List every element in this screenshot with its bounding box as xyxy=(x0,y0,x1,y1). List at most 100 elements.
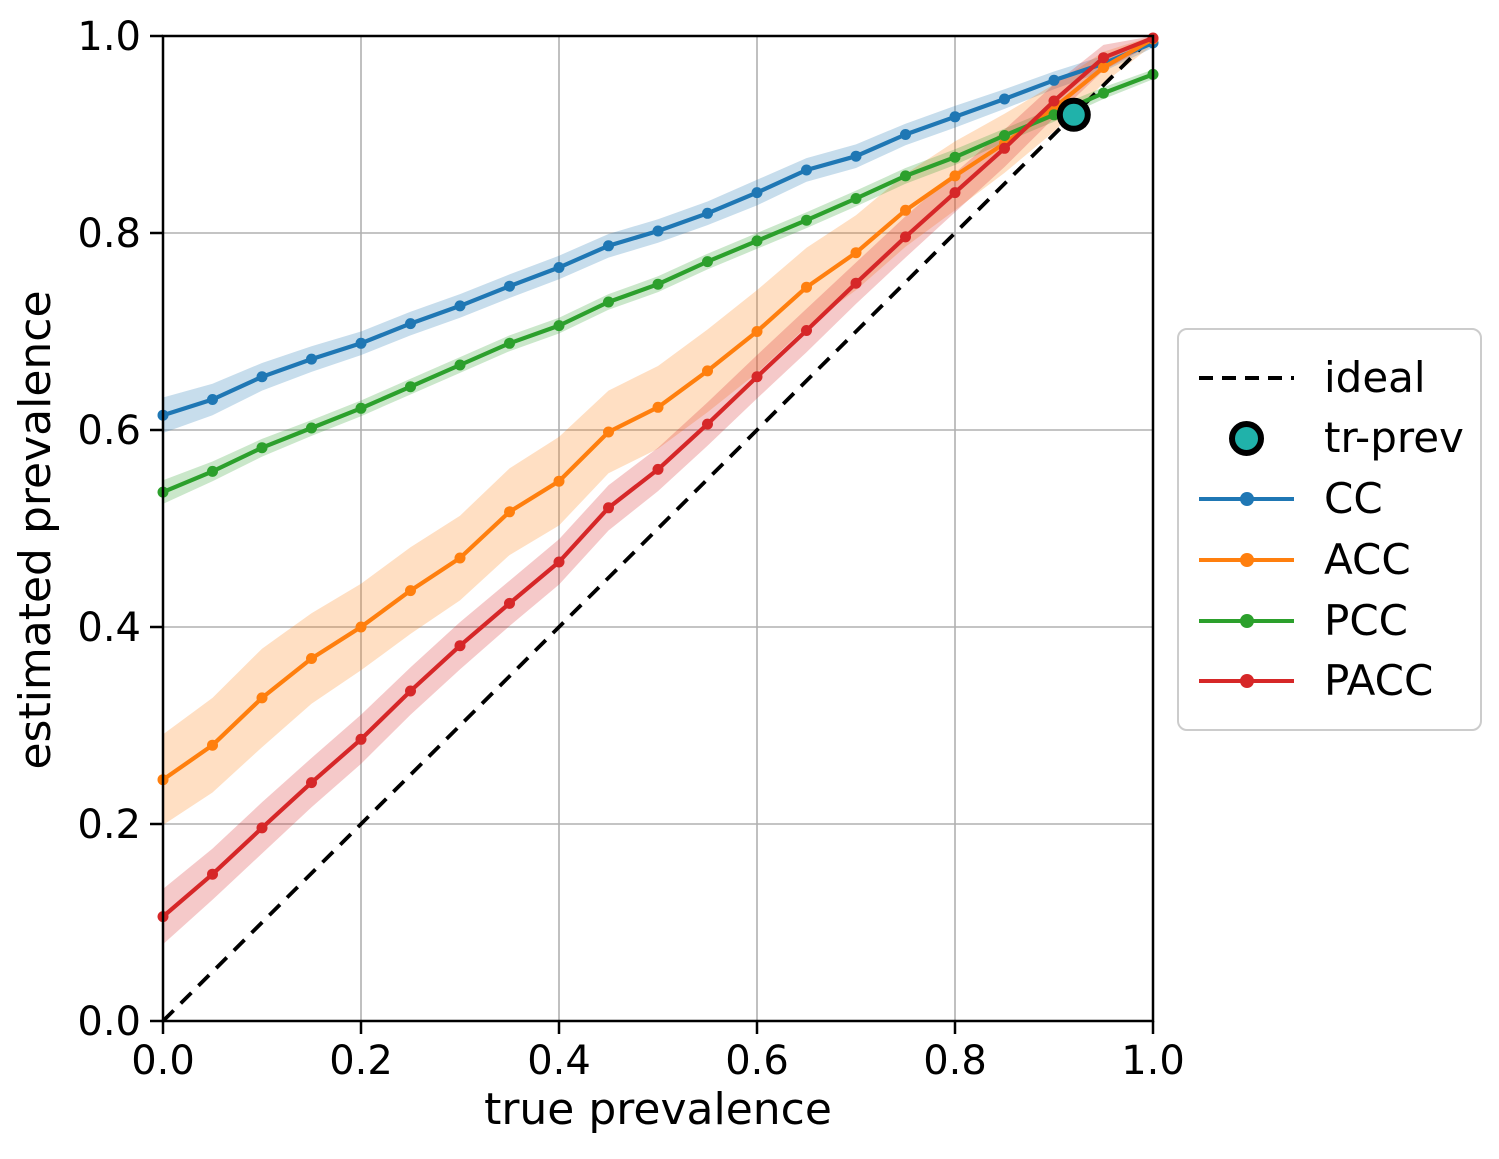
acc-point xyxy=(306,653,317,664)
pcc-line xyxy=(157,68,1159,498)
legend-item-cc: CC xyxy=(1199,478,1474,520)
cc-point xyxy=(256,371,268,383)
y-tick-label: 0.0 xyxy=(77,999,141,1045)
acc-point xyxy=(454,552,466,564)
acc-point xyxy=(504,506,515,518)
acc-point xyxy=(405,585,416,597)
acc-point xyxy=(207,739,218,751)
pcc-point xyxy=(1098,87,1109,99)
pcc-point xyxy=(999,130,1010,141)
legend-item-pacc: PACC xyxy=(1199,660,1474,702)
acc-point xyxy=(850,247,862,259)
legend-label-acc: ACC xyxy=(1324,534,1411,584)
pacc-point xyxy=(355,733,367,745)
acc-point xyxy=(702,365,713,377)
pacc-point xyxy=(949,187,961,199)
pacc-point xyxy=(454,640,466,652)
pcc-point xyxy=(355,402,367,414)
cc-point xyxy=(949,111,961,123)
legend-item-pcc: PCC xyxy=(1199,595,1474,645)
legend-label-pcc: PCC xyxy=(1324,595,1408,645)
pcc-point xyxy=(900,170,911,182)
acc-point xyxy=(1098,62,1109,73)
acc-point xyxy=(801,281,812,293)
acc-point xyxy=(949,170,961,182)
pcc-point xyxy=(256,442,268,454)
cc-point xyxy=(1048,74,1060,86)
cc-point xyxy=(900,129,911,140)
pcc-point xyxy=(603,296,614,308)
pacc-point xyxy=(751,371,763,383)
pacc-point xyxy=(999,142,1010,154)
pacc-point xyxy=(207,868,218,880)
cc-point xyxy=(850,150,862,162)
legend-label-cc: CC xyxy=(1324,474,1383,524)
cc-point xyxy=(702,207,713,219)
cc-point xyxy=(603,240,614,252)
acc-point xyxy=(553,475,565,487)
acc-point xyxy=(603,426,614,438)
ideal-line xyxy=(161,34,1155,1023)
acc-line-swatch xyxy=(1199,540,1294,580)
x-tick-label: 0.8 xyxy=(923,1038,987,1084)
y-tick-label: 0.4 xyxy=(77,605,141,651)
cc-point xyxy=(504,280,515,292)
cc-point xyxy=(355,337,367,349)
cc-point xyxy=(306,353,317,365)
legend-item-tr-prev: tr-prev xyxy=(1199,417,1474,459)
legend-label-pacc: PACC xyxy=(1324,656,1434,706)
tr-prev-marker-swatch xyxy=(1199,418,1294,458)
plot-box xyxy=(161,34,1155,1023)
pcc-point xyxy=(454,359,466,371)
legend: ideal tr-prev CC ACC PCC PACC xyxy=(1177,328,1482,731)
y-tick-label: 0.6 xyxy=(77,408,141,454)
x-tick-label: 0.0 xyxy=(131,1038,195,1084)
pcc-point xyxy=(553,320,565,332)
pacc-point xyxy=(801,325,812,336)
x-axis-ticks: 0.0 0.2 0.4 0.6 0.8 1.0 xyxy=(131,1021,1185,1084)
pacc-point xyxy=(900,231,911,243)
acc-point xyxy=(256,692,268,704)
acc-point xyxy=(751,326,763,337)
y-axis-ticks: 0.0 0.2 0.4 0.6 0.8 1.0 xyxy=(77,14,163,1045)
y-tick-label: 0.2 xyxy=(77,802,141,848)
pacc-point xyxy=(603,502,614,514)
x-tick-label: 0.2 xyxy=(329,1038,393,1084)
pacc-point xyxy=(850,277,862,289)
pcc-point xyxy=(702,256,713,268)
pacc-point xyxy=(405,685,416,697)
cc-line-swatch xyxy=(1199,479,1294,519)
pacc-line xyxy=(157,32,1159,923)
pacc-point xyxy=(306,777,317,789)
x-tick-label: 0.6 xyxy=(725,1038,789,1084)
pcc-point xyxy=(850,193,862,204)
pacc-point xyxy=(652,463,664,475)
cc-point xyxy=(454,300,466,312)
pacc-point xyxy=(256,822,268,834)
legend-label-tr-prev: tr-prev xyxy=(1324,413,1464,463)
pcc-point xyxy=(751,235,763,247)
cc-point xyxy=(553,262,565,273)
cc-point xyxy=(405,318,416,330)
pcc-point xyxy=(306,422,317,434)
cc-point xyxy=(751,187,763,199)
y-tick-label: 1.0 xyxy=(77,14,141,60)
legend-item-acc: ACC xyxy=(1199,534,1474,584)
pacc-point xyxy=(553,556,565,568)
cc-point xyxy=(207,394,218,405)
pcc-point xyxy=(801,214,812,226)
pacc-line-swatch xyxy=(1199,661,1294,701)
y-axis-label: estimated prevalence xyxy=(10,290,61,770)
legend-item-ideal: ideal xyxy=(1199,356,1474,399)
x-tick-label: 1.0 xyxy=(1121,1038,1185,1084)
pacc-confidence-band xyxy=(163,36,1153,945)
pcc-point xyxy=(207,465,218,477)
acc-point xyxy=(355,621,367,633)
x-axis-label: true prevalence xyxy=(484,1084,832,1135)
acc-point xyxy=(652,401,664,413)
pacc-point xyxy=(1098,52,1109,64)
pcc-point xyxy=(1048,109,1060,121)
pcc-point xyxy=(949,151,961,163)
pcc-line-swatch xyxy=(1199,601,1294,641)
